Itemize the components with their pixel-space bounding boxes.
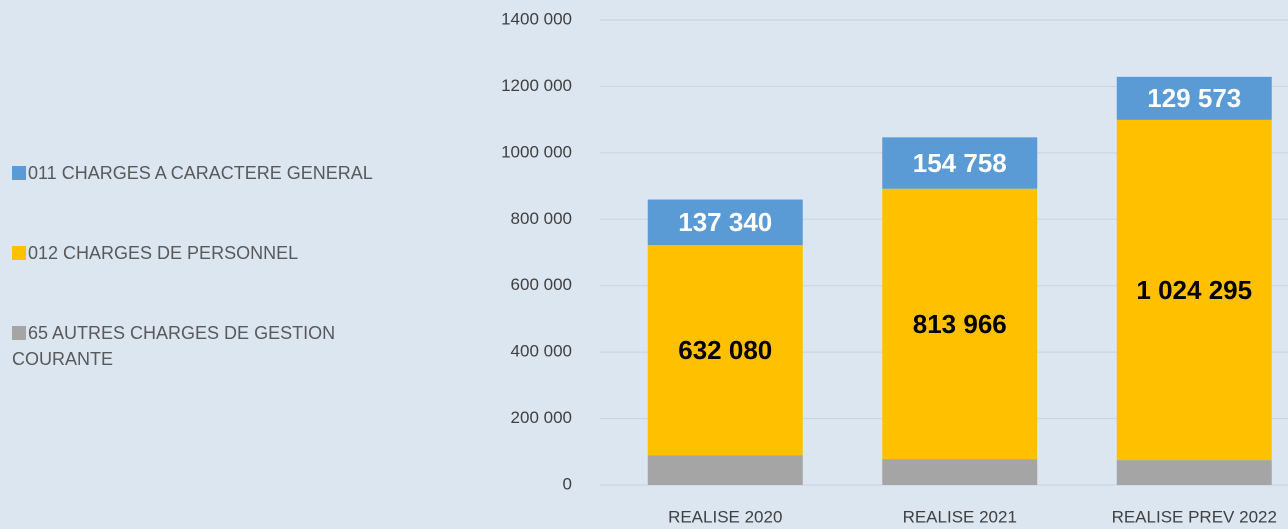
y-tick-label: 800 000	[511, 209, 572, 228]
bar-segment	[647, 199, 803, 246]
data-label: 154 758	[913, 148, 1007, 178]
legend-label: 011 CHARGES A CARACTERE GENERAL	[28, 163, 373, 183]
legend-swatch	[12, 326, 26, 340]
bar-segment	[882, 137, 1038, 189]
y-tick-label: 1200 000	[501, 76, 572, 95]
x-tick-label: REALISE 2021	[903, 507, 1017, 526]
x-tick-label: REALISE PREV 2022	[1112, 507, 1277, 526]
data-label: 129 573	[1147, 83, 1241, 113]
y-tick-label: 1400 000	[501, 9, 572, 28]
data-label: 137 340	[678, 207, 772, 237]
x-tick-label: REALISE 2020	[668, 507, 782, 526]
legend-swatch	[12, 166, 26, 180]
data-label: 813 966	[913, 309, 1007, 339]
legend-label: 012 CHARGES DE PERSONNEL	[28, 243, 299, 263]
legend-entry: 011 CHARGES A CARACTERE GENERAL	[12, 160, 452, 186]
bar-segment	[882, 188, 1038, 460]
legend-entry: 65 AUTRES CHARGES DE GESTION COURANTE	[12, 320, 402, 372]
y-tick-label: 400 000	[511, 342, 572, 361]
bar-segment	[1116, 119, 1272, 461]
y-tick-label: 200 000	[511, 408, 572, 427]
legend-label: 65 AUTRES CHARGES DE GESTION COURANTE	[12, 323, 336, 369]
y-tick-label: 0	[563, 474, 572, 493]
data-label: 1 024 295	[1136, 275, 1252, 305]
y-tick-label: 600 000	[511, 275, 572, 294]
bar-segment	[1116, 460, 1272, 485]
bar-segment	[647, 245, 803, 456]
y-tick-label: 1000 000	[501, 142, 572, 161]
bar-segment	[647, 455, 803, 485]
legend-entry: 012 CHARGES DE PERSONNEL	[12, 240, 452, 266]
bar-segment	[1116, 76, 1272, 120]
data-label: 632 080	[678, 335, 772, 365]
legend-swatch	[12, 246, 26, 260]
bar-segment	[882, 459, 1038, 485]
